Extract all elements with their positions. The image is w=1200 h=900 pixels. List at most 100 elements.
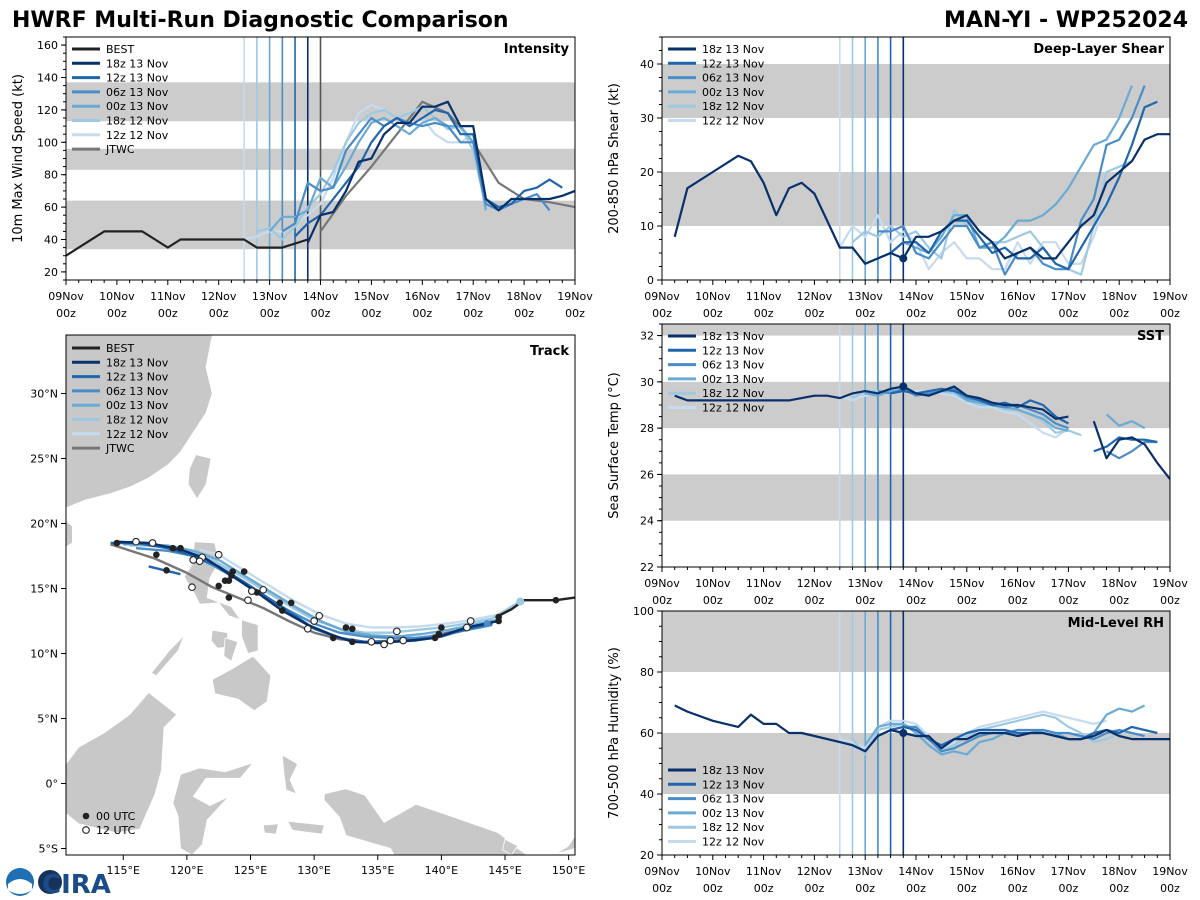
land-negros-cebu (223, 637, 239, 662)
shear-ytick-label: 0 (647, 274, 654, 287)
track-line-18z-12-nov (129, 544, 519, 634)
shear-xtick-label: 00z (1059, 307, 1079, 320)
land-png-coast (502, 838, 519, 855)
rh-xtick-label: 10Nov (695, 865, 731, 878)
intensity-xtick-label: 00z (107, 307, 127, 320)
shear-xtick-label: 14Nov (898, 290, 934, 303)
sst-legend-label: 12z 13 Nov (702, 344, 765, 357)
track-xtick-label: 135°E (361, 864, 394, 877)
shear-series-12z-13-nov (889, 100, 1158, 271)
intensity-legend-label: 18z 13 Nov (106, 57, 169, 70)
rh-series-group (674, 704, 1170, 756)
track-dot-12utc (466, 617, 475, 625)
shear-band-1 (662, 64, 1170, 118)
shear-ytick-label: 30 (640, 112, 654, 125)
shear-xtick-label: 18Nov (1101, 290, 1137, 303)
rh-xtick-label: 18Nov (1101, 865, 1137, 878)
rh-ytick-label: 20 (640, 849, 654, 862)
land-borneo (66, 691, 178, 834)
intensity-series-18z-13-nov (306, 100, 575, 244)
intensity-xtick-label: 12Nov (201, 290, 237, 303)
shear-xtick-label: 19Nov (1152, 290, 1188, 303)
intensity-xtick-label: 17Nov (455, 290, 491, 303)
track-line-18z-13-nov (116, 540, 499, 645)
rh-ytick-label: 60 (640, 727, 654, 740)
track-dot-12utc (247, 587, 256, 595)
track-dot-00utc (163, 567, 170, 574)
sst-xtick-label: 00z (1008, 594, 1028, 607)
rh-xtick-label: 13Nov (847, 865, 883, 878)
shear-xtick-label: 00z (1109, 307, 1129, 320)
intensity-ytick-label: 40 (44, 234, 58, 247)
rh-xtick-label: 17Nov (1051, 865, 1087, 878)
shear-xtick-label: 16Nov (1000, 290, 1036, 303)
intensity-panel: 20 40 60 80 100 120 140 160 09Nov 00z 10Nov 00z 11No… (11, 36, 593, 320)
shear-xtick-label: 13Nov (847, 290, 883, 303)
rh-band-1 (662, 611, 1170, 672)
track-dot-00utc (329, 634, 337, 642)
track-xtick-label: 145°E (488, 864, 521, 877)
intensity-ytick-label: 140 (37, 72, 58, 85)
rh-xtick-label: 11Nov (746, 865, 782, 878)
intensity-legend-label: BEST (106, 43, 134, 56)
land-taiwan (187, 454, 212, 500)
rh-xtick-label: 00z (703, 882, 723, 895)
shear-legend-label: 12z 12 Nov (702, 115, 765, 128)
rh-xtick-label: 14Nov (898, 865, 934, 878)
intensity-xtick-label: 00z (311, 307, 331, 320)
rh-xtick-label: 00z (1160, 882, 1180, 895)
rh-series-18z-12-nov (851, 713, 1120, 756)
intensity-xtick-label: 00z (260, 307, 280, 320)
track-land-group (66, 335, 575, 855)
sst-ytick-label: 30 (640, 376, 654, 389)
rh-ytick-label: 100 (633, 605, 654, 618)
track-ytick-label: 15°N (30, 583, 58, 596)
shear-xtick-label: 00z (754, 307, 774, 320)
rh-legend-label: 18z 12 Nov (702, 821, 765, 834)
track-dot-12utc (399, 636, 408, 645)
intensity-legend-label: JTWC (105, 143, 135, 156)
rh-legend-label: 12z 12 Nov (702, 836, 765, 849)
shear-title: Deep-Layer Shear (1033, 42, 1164, 57)
sst-ytick-label: 28 (640, 422, 654, 435)
shear-xtick-label: 17Nov (1051, 290, 1087, 303)
track-dot-12utc (259, 585, 268, 594)
shear-series-12z-12-nov (838, 198, 1108, 271)
intensity-ytick-label: 60 (44, 201, 58, 214)
sst-band-0 (662, 474, 1170, 521)
track-dot-12utc (462, 623, 471, 632)
track-dot-start (516, 597, 525, 606)
track-dot-12utc (195, 557, 204, 566)
sst-xtick-label: 00z (1160, 594, 1180, 607)
intensity-xtick-label: 18Nov (506, 290, 542, 303)
track-dot-00utc (221, 577, 229, 584)
track-frame (65, 334, 576, 856)
track-legend-label: JTWC (105, 442, 135, 455)
storm-id: MAN-YI - WP252024 (944, 8, 1188, 33)
rh-ylabel: 700-500 hPa Humidity (%) (607, 647, 622, 819)
rh-band-0 (662, 733, 1170, 794)
shear-legend-label: 18z 13 Nov (702, 43, 765, 56)
land-samar-leyte (241, 619, 259, 654)
noaa-wave-icon (8, 879, 32, 894)
track-dot-12utc (303, 624, 312, 633)
shear-legend-label: 18z 12 Nov (702, 100, 765, 113)
track-series-group (110, 537, 575, 649)
track-panel: 115°E 120°E 125°E 130°E 135°E 140°E 145°E 150°E… (30, 334, 585, 877)
track-dot-12utc (188, 583, 196, 592)
rh-xtick-label: 15Nov (949, 865, 985, 878)
track-dot-00utc (279, 607, 286, 614)
intensity-xtick-label: 16Nov (405, 290, 441, 303)
sst-legend-label: 06z 13 Nov (702, 359, 765, 372)
sst-xtick-label: 17Nov (1051, 577, 1087, 590)
intensity-xtick-label: 00z (56, 307, 76, 320)
intensity-legend-label: 12z 13 Nov (106, 72, 169, 85)
rh-xtick-label: 00z (1109, 882, 1129, 895)
shear-xtick-label: 00z (1160, 307, 1180, 320)
track-xtick-label: 140°E (425, 864, 458, 877)
track-legend-label: 12z 13 Nov (106, 371, 169, 384)
rh-xtick-label: 00z (855, 882, 875, 895)
intensity-xtick-label: 19Nov (557, 290, 593, 303)
land-china (66, 335, 213, 509)
shear-xtick-label: 11Nov (746, 290, 782, 303)
